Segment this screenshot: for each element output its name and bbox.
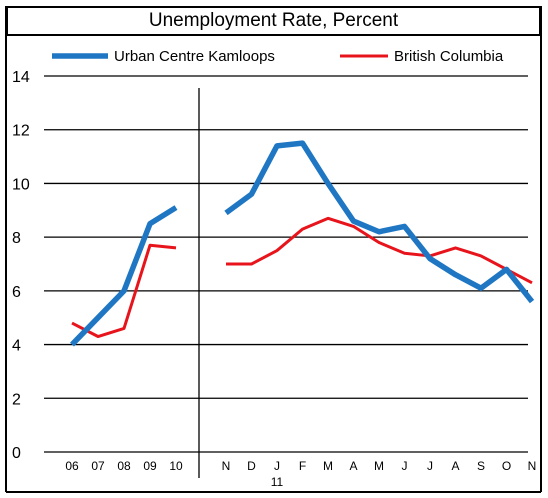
chart-title: Unemployment Rate, Percent [148, 10, 399, 31]
x-tick-label: 08 [117, 459, 131, 473]
y-tick-label: 10 [12, 176, 30, 193]
series-line [71, 243, 177, 339]
chart-outer-border [5, 6, 542, 493]
x-tick-label: F [299, 459, 306, 473]
x-tick-label: J [427, 459, 433, 473]
x-year-label: 11 [271, 475, 284, 489]
y-tick-label: 14 [12, 69, 30, 86]
legend-label: Urban Centre Kamloops [114, 48, 275, 65]
x-tick-label: A [451, 459, 459, 473]
chart-title-box: Unemployment Rate, Percent [6, 6, 541, 36]
x-tick-label: N [528, 459, 537, 473]
x-tick-label: 06 [65, 459, 79, 473]
x-tick-label: S [477, 459, 485, 473]
y-tick-label: 12 [12, 123, 30, 140]
y-tick-label: 4 [12, 338, 21, 355]
y-tick-label: 8 [12, 230, 21, 247]
x-tick-label: O [502, 459, 511, 473]
x-tick-label: 09 [143, 459, 157, 473]
x-tick-label: M [323, 459, 333, 473]
y-tick-label: 2 [12, 391, 21, 408]
x-tick-label: A [349, 459, 357, 473]
x-tick-label: J [402, 459, 408, 473]
y-tick-label: 0 [12, 445, 21, 462]
x-tick-label: N [222, 459, 231, 473]
series-line [70, 205, 178, 347]
x-tick-label: J [274, 459, 280, 473]
x-tick-label: 10 [169, 459, 183, 473]
x-tick-label: 07 [91, 459, 105, 473]
x-tick-label: M [374, 459, 384, 473]
x-tick-label: D [247, 459, 256, 473]
y-tick-label: 6 [12, 284, 21, 301]
series-line [226, 216, 533, 285]
series-line [224, 140, 535, 304]
legend-label: British Columbia [394, 48, 504, 65]
